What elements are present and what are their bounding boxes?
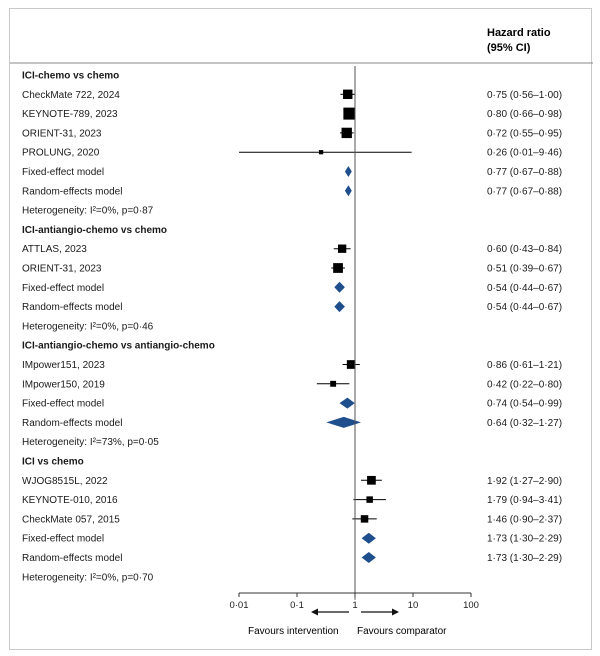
favours-left-arrowhead [311,608,318,616]
study-square [318,150,324,155]
ci-value: 0·75 (0·56–1·00) [487,90,562,101]
ci-value: 1·79 (0·94–3·41) [487,495,562,506]
ci-value: 1·73 (1·30–2·29) [487,534,562,545]
study-square [366,496,373,503]
pooled-label: Fixed-effect model [22,399,104,410]
study-square [343,107,356,120]
study-square [333,263,343,273]
pooled-label: Random-effects model [22,186,122,197]
pooled-label: Fixed-effect model [22,534,104,545]
ci-value: 0·86 (0·61–1·21) [487,360,562,371]
study-label: KEYNOTE-789, 2023 [22,109,118,120]
study-label: IMpower151, 2023 [22,360,105,371]
study-label: WJOG8515L, 2022 [22,476,108,487]
group-title: ICI-antiangio-chemo vs antiangio-chemo [22,341,215,352]
study-label: CheckMate 057, 2015 [22,514,120,525]
group-title: ICI-chemo vs chemo [22,71,119,82]
ci-value: 0·51 (0·39–0·67) [487,264,562,275]
tick-label: 100 [463,600,479,611]
study-label: PROLUNG, 2020 [22,148,100,159]
ci-value: 0·80 (0·66–0·98) [487,109,562,120]
favours-left-label: Favours intervention [248,626,339,637]
study-square [341,127,352,139]
pooled-diamond [344,166,352,177]
x-axis: 0·01 0·1 1 10 100 [229,592,479,616]
pooled-diamond [344,185,352,197]
ci-value: 0·64 (0·32–1·27) [487,418,562,429]
tick-label: 10 [408,600,419,611]
ci-value: 0·77 (0·67–0·88) [487,167,562,178]
study-label: ORIENT-31, 2023 [22,128,102,139]
ci-value: 0·74 (0·54–0·99) [487,399,562,410]
ci-value: 0·72 (0·55–0·95) [487,128,562,139]
heterogeneity-text: Heterogeneity: I²=73%, p=0·05 [22,437,159,448]
pooled-diamond [334,281,345,293]
ci-value: 0·42 (0·22–0·80) [487,379,562,390]
ci-value: 1·92 (1·27–2·90) [487,476,562,487]
pooled-label: Random-effects model [22,418,122,429]
tick-label: 0·01 [229,600,248,611]
study-square [337,244,347,253]
pooled-label: Fixed-effect model [22,283,104,294]
tick-label: 1 [352,600,357,611]
ci-value: 1·46 (0·90–2·37) [487,514,562,525]
favours-right-arrowhead [392,608,399,616]
study-label: CheckMate 722, 2024 [22,90,120,101]
ci-value: 0·54 (0·44–0·67) [487,302,562,313]
group-title: ICI vs chemo [22,457,84,468]
pooled-label: Fixed-effect model [22,167,104,178]
study-label: ORIENT-31, 2023 [22,264,102,275]
pooled-label: Random-effects model [22,553,122,564]
ci-value: 0·60 (0·43–0·84) [487,244,562,255]
heterogeneity-text: Heterogeneity: I²=0%, p=0·87 [22,206,154,217]
study-label: KEYNOTE-010, 2016 [22,495,118,506]
tick-label: 0·1 [290,600,304,611]
heterogeneity-text: Heterogeneity: I²=0%, p=0·46 [22,321,154,332]
study-square [330,380,337,387]
pooled-diamond [334,301,345,313]
header-line-2: (95% CI) [487,42,531,54]
group-title: ICI-antiangio-chemo vs chemo [22,225,167,236]
ci-value: 0·54 (0·44–0·67) [487,283,562,294]
favours-right-label: Favours comparator [357,626,447,637]
ci-value: 0·26 (0·01–9·46) [487,148,562,159]
ci-value: 0·77 (0·67–0·88) [487,186,562,197]
heterogeneity-text: Heterogeneity: I²=0%, p=0·70 [22,572,154,583]
pooled-diamond [339,397,355,409]
pooled-diamond [361,532,376,544]
ci-value: 1·73 (1·30–2·29) [487,553,562,564]
study-square [346,360,356,369]
study-label: ATTLAS, 2023 [22,244,87,255]
pooled-diamond [326,416,362,428]
pooled-diamond [361,552,376,563]
forest-plot: Hazard ratio (95% CI) ICI-chemo vs chemo… [10,27,593,637]
study-square [367,475,376,485]
header-line-1: Hazard ratio [487,27,551,39]
study-label: IMpower150, 2019 [22,379,105,390]
figure-frame: Hazard ratio (95% CI) ICI-chemo vs chemo… [9,8,593,650]
pooled-label: Random-effects model [22,302,122,313]
study-square [360,515,369,523]
forest-rows: ICI-chemo vs chemo CheckMate 722, 2024 0·7… [22,66,562,600]
study-square [343,89,353,100]
